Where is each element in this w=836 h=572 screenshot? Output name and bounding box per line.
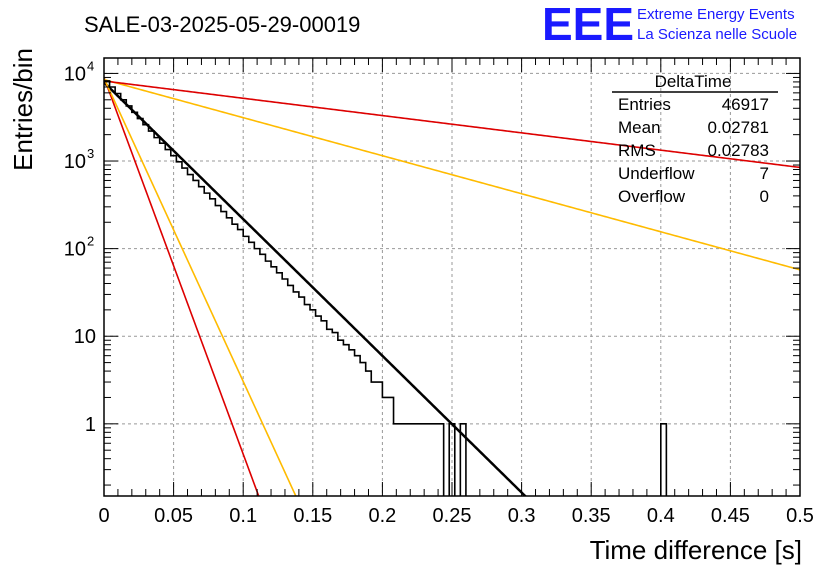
- logo-line-1: Extreme Energy Events: [637, 6, 795, 23]
- y-tick-exponent: 3: [87, 146, 94, 161]
- x-tick-label: 0.4: [647, 505, 675, 527]
- stats-value: 0.02781: [708, 118, 769, 137]
- y-tick-exponent: 4: [87, 58, 94, 73]
- x-tick-label: 0.25: [433, 505, 472, 527]
- x-tick-label: 0.45: [711, 505, 750, 527]
- histogram-outline: [104, 80, 668, 496]
- y-axis-title: Entries/bin: [8, 48, 38, 171]
- fit-curve-5: [104, 80, 800, 169]
- ticks-layer: [103, 58, 801, 496]
- stats-value: 0.02783: [708, 141, 769, 160]
- eee-logo: EEE Extreme Energy Events La Scienza nel…: [542, 0, 797, 50]
- tick-labels-layer: 0 0.05 0.1 0.15 0.2 0.25 0.3 0.35 0.4 0.45 0.5 1 10 1…: [64, 58, 814, 527]
- fit-curve-2: [104, 77, 260, 496]
- y-tick-label: 10: [74, 326, 96, 348]
- stats-rows: Entries 46917 Mean 0.02781 RMS 0.02783 Underfl…: [618, 95, 769, 206]
- logo-line-2: La Scienza nelle Scuole: [637, 26, 797, 43]
- stats-value: 46917: [722, 95, 769, 114]
- stats-label: Mean: [618, 118, 661, 137]
- x-tick-label: 0.1: [229, 505, 257, 527]
- x-tick-label: 0.3: [508, 505, 536, 527]
- y-tick-label: 1: [85, 414, 96, 436]
- chart-title: SALE-03-2025-05-29-00019: [84, 12, 360, 37]
- stats-value: 0: [760, 187, 769, 206]
- x-tick-label: 0.05: [154, 505, 193, 527]
- stats-label: Entries: [618, 95, 671, 114]
- stats-label: Overflow: [618, 187, 686, 206]
- y-tick-label: 10: [64, 239, 86, 261]
- stats-title: DeltaTime: [655, 72, 732, 91]
- y-tick-label: 10: [64, 63, 86, 85]
- logo-mark: EEE: [542, 0, 634, 50]
- x-axis-title: Time difference [s]: [590, 535, 802, 565]
- stats-label: RMS: [618, 141, 656, 160]
- fit-curve-4: [104, 78, 800, 271]
- stats-box: DeltaTime Entries 46917 Mean 0.02781 RMS 0.02…: [612, 72, 778, 206]
- x-tick-label: 0.15: [293, 505, 332, 527]
- x-tick-label: 0: [98, 505, 109, 527]
- x-tick-label: 0.5: [786, 505, 814, 527]
- stats-label: Underflow: [618, 164, 695, 183]
- histogram-layer: [104, 80, 668, 496]
- x-tick-label: 0.2: [368, 505, 396, 527]
- x-tick-label: 0.35: [572, 505, 611, 527]
- stats-value: 7: [760, 164, 769, 183]
- y-tick-exponent: 2: [87, 234, 94, 249]
- fit-curve-3: [104, 77, 297, 496]
- y-tick-label: 10: [64, 151, 86, 173]
